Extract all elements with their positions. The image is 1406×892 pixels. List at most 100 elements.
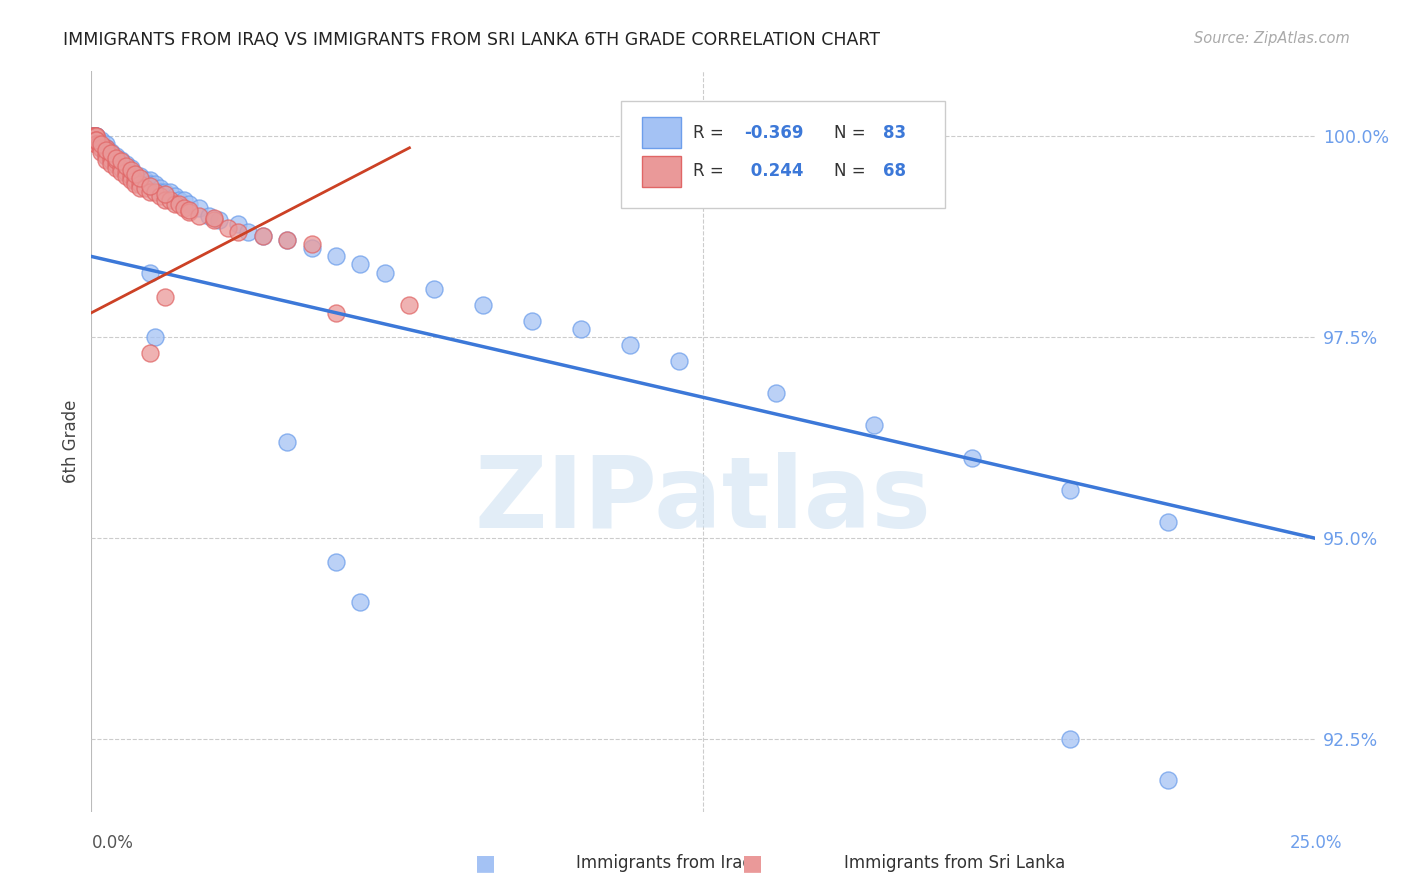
Text: ■: ■ xyxy=(742,854,762,873)
Point xyxy=(1059,732,1081,747)
Point xyxy=(120,169,142,183)
Point xyxy=(153,186,176,201)
Point xyxy=(90,141,112,155)
Point xyxy=(202,211,225,225)
Point xyxy=(124,169,146,183)
Point xyxy=(520,314,543,328)
Point xyxy=(236,225,259,239)
Point xyxy=(252,229,274,244)
Point xyxy=(114,165,136,179)
Point xyxy=(134,177,156,191)
Point xyxy=(114,157,136,171)
Point xyxy=(104,157,127,171)
Point xyxy=(124,173,146,187)
Point xyxy=(84,128,107,143)
Point xyxy=(198,209,221,223)
Point xyxy=(84,128,107,143)
Point xyxy=(100,149,122,163)
Point xyxy=(179,197,201,211)
Point xyxy=(90,136,112,151)
Point xyxy=(668,354,690,368)
Point xyxy=(423,282,446,296)
Point xyxy=(94,141,117,155)
Point xyxy=(129,169,152,183)
Point xyxy=(169,197,191,211)
Text: Immigrants from Sri Lanka: Immigrants from Sri Lanka xyxy=(844,855,1064,872)
Point xyxy=(84,136,107,151)
Text: 0.0%: 0.0% xyxy=(91,834,134,852)
Point xyxy=(188,201,211,215)
Text: 83: 83 xyxy=(883,124,905,142)
Point xyxy=(94,145,117,159)
Point xyxy=(83,128,105,143)
Point xyxy=(84,128,107,143)
Point xyxy=(569,322,592,336)
Point xyxy=(163,189,186,203)
Point xyxy=(188,209,211,223)
Point xyxy=(960,450,983,465)
Point xyxy=(153,290,176,304)
Y-axis label: 6th Grade: 6th Grade xyxy=(62,400,80,483)
Point xyxy=(120,169,142,183)
Point xyxy=(129,170,152,185)
Point xyxy=(100,149,122,163)
Text: 0.244: 0.244 xyxy=(745,162,803,180)
Point xyxy=(104,151,127,165)
Point xyxy=(143,330,166,344)
Point xyxy=(90,133,112,147)
Point xyxy=(226,225,249,239)
Point xyxy=(325,555,347,569)
Point xyxy=(149,189,172,203)
Point xyxy=(301,241,323,255)
Point xyxy=(104,149,127,163)
Point xyxy=(139,173,162,187)
Point xyxy=(84,128,107,143)
Point xyxy=(349,258,371,272)
Point xyxy=(83,128,105,143)
Point xyxy=(374,266,396,280)
Point xyxy=(325,306,347,320)
Text: Immigrants from Iraq: Immigrants from Iraq xyxy=(576,855,754,872)
Point xyxy=(1157,515,1180,529)
Point xyxy=(90,136,112,151)
Point xyxy=(100,157,122,171)
Point xyxy=(276,233,298,247)
Point xyxy=(120,165,142,179)
Point xyxy=(84,133,107,147)
Point xyxy=(110,165,132,179)
Point xyxy=(179,205,201,219)
Point xyxy=(82,128,104,143)
Text: N =: N = xyxy=(834,162,870,180)
Point xyxy=(134,173,156,187)
Point xyxy=(84,133,107,147)
Point xyxy=(120,162,142,177)
Point xyxy=(84,133,107,147)
Point xyxy=(765,386,787,401)
Point xyxy=(143,185,166,199)
Point xyxy=(87,136,110,151)
Text: R =: R = xyxy=(693,124,730,142)
Point xyxy=(83,128,105,143)
Point xyxy=(104,153,127,167)
Point xyxy=(83,128,105,143)
Point xyxy=(90,136,112,151)
Point xyxy=(129,177,152,191)
Point xyxy=(104,161,127,175)
Point xyxy=(139,266,162,280)
Point xyxy=(179,202,201,217)
Point xyxy=(173,201,195,215)
Point xyxy=(110,161,132,175)
Text: IMMIGRANTS FROM IRAQ VS IMMIGRANTS FROM SRI LANKA 6TH GRADE CORRELATION CHART: IMMIGRANTS FROM IRAQ VS IMMIGRANTS FROM … xyxy=(63,31,880,49)
Point xyxy=(124,177,146,191)
Point xyxy=(82,128,104,143)
Text: 25.0%: 25.0% xyxy=(1291,834,1343,852)
Point xyxy=(143,181,166,195)
Point xyxy=(398,298,420,312)
Text: ZIPatlas: ZIPatlas xyxy=(475,452,931,549)
Point xyxy=(114,165,136,179)
Point xyxy=(94,149,117,163)
Point xyxy=(120,173,142,187)
Point xyxy=(139,185,162,199)
Point xyxy=(202,213,225,227)
Point xyxy=(252,229,274,244)
